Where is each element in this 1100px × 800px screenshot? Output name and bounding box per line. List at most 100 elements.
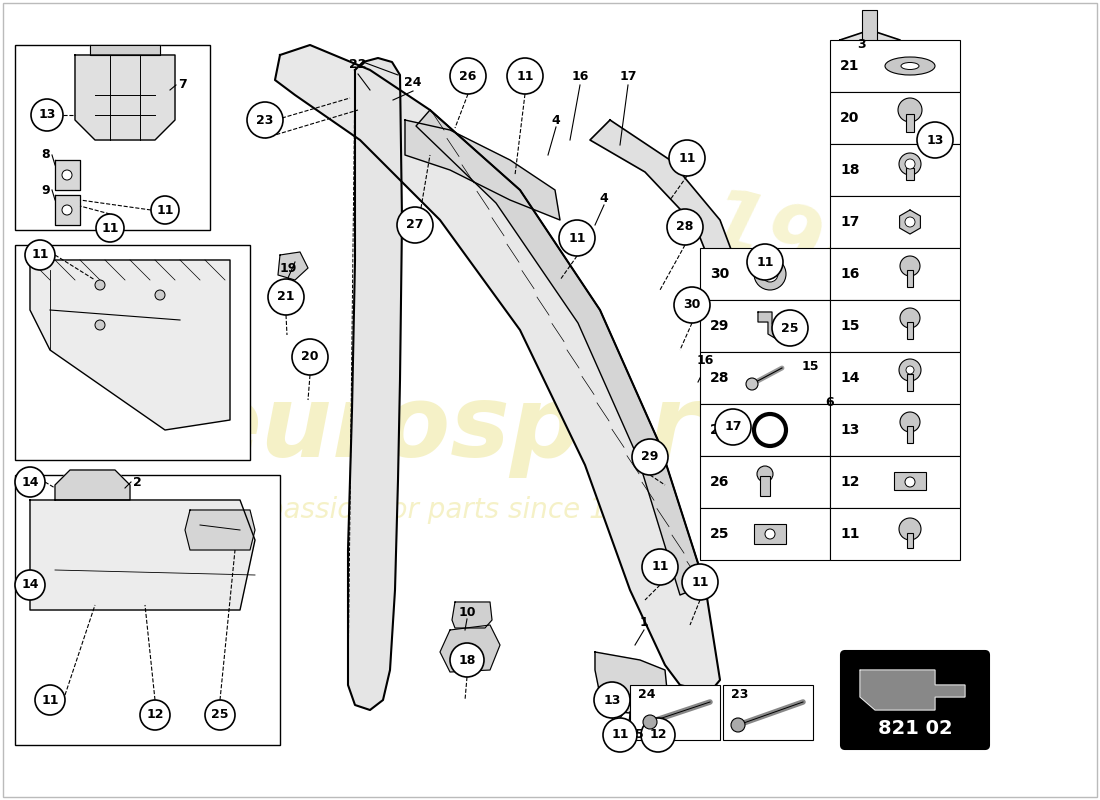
Text: 3: 3 — [858, 38, 867, 50]
Text: 14: 14 — [21, 578, 38, 591]
Circle shape — [905, 217, 915, 227]
Text: 26: 26 — [710, 475, 729, 489]
Polygon shape — [730, 260, 825, 435]
Bar — [830, 508, 960, 560]
Text: 11: 11 — [679, 151, 695, 165]
Polygon shape — [900, 210, 921, 234]
Text: 22: 22 — [350, 58, 366, 71]
Circle shape — [899, 518, 921, 540]
Text: 11: 11 — [691, 575, 708, 589]
Circle shape — [917, 122, 953, 158]
Text: 20: 20 — [301, 350, 319, 363]
Text: 21: 21 — [840, 59, 859, 73]
Circle shape — [746, 378, 758, 390]
Circle shape — [603, 718, 637, 752]
Circle shape — [641, 718, 675, 752]
Polygon shape — [55, 160, 80, 190]
Text: 18: 18 — [459, 654, 475, 666]
Circle shape — [397, 207, 433, 243]
Text: 17: 17 — [619, 70, 637, 82]
Text: 16: 16 — [696, 354, 714, 366]
Text: 17: 17 — [840, 215, 859, 229]
Text: 26: 26 — [460, 70, 476, 82]
Bar — [760, 476, 770, 496]
Text: 19: 19 — [279, 262, 297, 275]
Text: 25: 25 — [710, 527, 729, 541]
Circle shape — [644, 715, 657, 729]
Bar — [700, 456, 830, 508]
Text: 4: 4 — [551, 114, 560, 126]
Text: 13: 13 — [926, 134, 944, 146]
Bar — [830, 300, 960, 352]
FancyBboxPatch shape — [842, 651, 989, 749]
Bar — [15, 475, 280, 745]
Text: 15: 15 — [840, 319, 859, 333]
Circle shape — [450, 643, 484, 677]
Text: 29: 29 — [710, 319, 729, 333]
Bar — [830, 352, 960, 404]
Text: 24: 24 — [638, 689, 656, 702]
Circle shape — [667, 209, 703, 245]
Circle shape — [205, 700, 235, 730]
Text: 11: 11 — [156, 203, 174, 217]
Bar — [700, 508, 830, 560]
Text: 8: 8 — [42, 149, 50, 162]
Text: 16: 16 — [840, 267, 859, 281]
Text: 15: 15 — [801, 359, 818, 373]
Circle shape — [905, 477, 915, 487]
Bar — [906, 168, 914, 180]
Text: 14: 14 — [21, 475, 38, 489]
Bar — [862, 10, 877, 50]
Circle shape — [95, 320, 104, 330]
Text: 14: 14 — [840, 371, 859, 385]
Polygon shape — [30, 260, 230, 430]
Text: 11: 11 — [569, 231, 585, 245]
Bar — [830, 456, 960, 508]
Circle shape — [292, 339, 328, 375]
Polygon shape — [628, 712, 652, 735]
Text: 12: 12 — [840, 475, 859, 489]
Circle shape — [25, 240, 55, 270]
Text: 11: 11 — [42, 694, 58, 706]
Circle shape — [906, 366, 914, 374]
Circle shape — [35, 685, 65, 715]
Bar — [754, 524, 786, 544]
Text: 27: 27 — [406, 218, 424, 231]
Text: 11: 11 — [757, 255, 773, 269]
Circle shape — [248, 102, 283, 138]
Text: 11: 11 — [31, 249, 48, 262]
Circle shape — [507, 58, 543, 94]
Circle shape — [62, 170, 72, 180]
Polygon shape — [860, 670, 965, 710]
Text: 23: 23 — [256, 114, 274, 126]
Polygon shape — [405, 120, 560, 220]
Polygon shape — [840, 30, 915, 165]
Polygon shape — [55, 195, 80, 225]
Circle shape — [900, 256, 920, 276]
Bar — [723, 685, 813, 740]
Text: 30: 30 — [710, 267, 729, 281]
Bar — [830, 40, 960, 92]
Circle shape — [450, 58, 486, 94]
Polygon shape — [595, 652, 668, 715]
Circle shape — [732, 718, 745, 732]
Polygon shape — [758, 312, 782, 340]
Text: 25: 25 — [781, 322, 799, 334]
Text: 13: 13 — [840, 423, 859, 437]
Circle shape — [151, 196, 179, 224]
Circle shape — [31, 99, 63, 131]
Text: 25: 25 — [211, 709, 229, 722]
Circle shape — [754, 258, 786, 290]
Bar — [830, 144, 960, 196]
Bar — [700, 300, 830, 352]
Text: 28: 28 — [710, 371, 729, 385]
Text: 7: 7 — [178, 78, 187, 91]
Polygon shape — [75, 55, 175, 140]
Bar — [700, 352, 830, 404]
Circle shape — [674, 287, 710, 323]
Circle shape — [900, 412, 920, 432]
Text: 2: 2 — [133, 475, 142, 489]
Bar — [15, 245, 250, 460]
Circle shape — [899, 359, 921, 381]
Text: 28: 28 — [676, 221, 694, 234]
